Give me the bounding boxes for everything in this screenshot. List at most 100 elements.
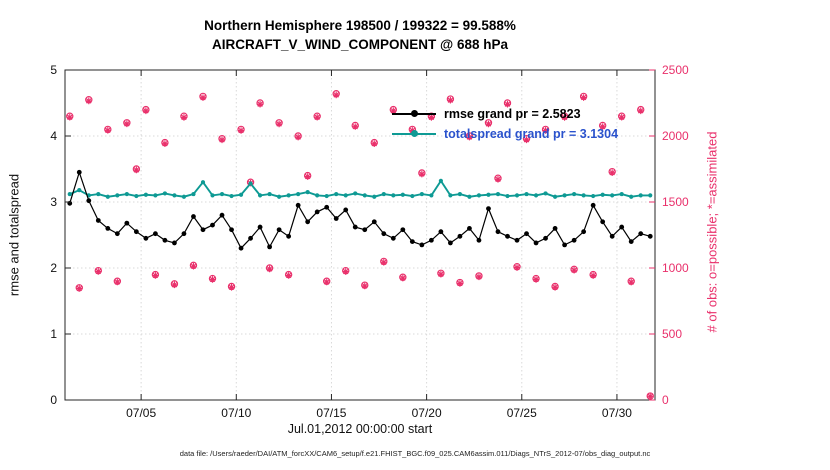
rmse-point: [124, 220, 130, 226]
rmse-point: [114, 231, 120, 237]
obs-assimilated-marker: [456, 280, 464, 287]
totalspread-point: [629, 194, 634, 199]
rmse-point: [133, 229, 139, 235]
obs-assimilated-marker: [66, 113, 74, 121]
totalspread-point: [248, 181, 253, 186]
obs-assimilated-marker: [95, 268, 102, 275]
rmse-point: [200, 227, 206, 233]
totalspread-point: [210, 193, 215, 198]
rmse-point: [86, 198, 92, 204]
obs-assimilated-marker: [123, 120, 131, 128]
obs-assimilated-marker: [627, 278, 635, 286]
obs-assimilated-marker: [570, 266, 578, 274]
x-axis-label: Jul.01,2012 00:00:00 start: [287, 422, 433, 436]
totalspread-point: [533, 193, 539, 198]
obs-assimilated-marker: [190, 262, 197, 270]
obs-assimilated-marker: [209, 276, 216, 283]
obs-assimilated-marker: [637, 107, 645, 115]
x-tick-label: 07/25: [507, 406, 537, 420]
rmse-point: [495, 229, 501, 235]
rmse-point: [352, 224, 358, 230]
rmse-point: [286, 233, 292, 239]
chart-title-line2: AIRCRAFT_V_WIND_COMPONENT @ 688 hPa: [212, 37, 508, 52]
obs-assimilated-marker: [646, 393, 654, 400]
totalspread-point: [191, 191, 196, 197]
rmse-point: [219, 212, 225, 218]
obs-assimilated-marker: [218, 136, 226, 144]
obs-assimilated-marker: [304, 173, 311, 180]
obs-assimilated-marker: [504, 100, 511, 108]
rmse-point: [514, 237, 520, 243]
totalspread-point: [486, 192, 491, 197]
obs-assimilated-marker: [532, 276, 540, 283]
obs-assimilated-marker: [351, 123, 359, 130]
totalspread-point: [381, 191, 386, 197]
obs-assimilated-marker: [418, 170, 426, 178]
rmse-point: [257, 224, 263, 230]
totalspread-point: [372, 194, 377, 199]
rmse-point: [238, 245, 244, 251]
chart-title: Northern Hemisphere 198500 / 199322 = 99…: [65, 16, 655, 54]
obs-assimilated-marker: [608, 169, 616, 176]
totalspread-point: [572, 191, 577, 197]
rmse-point: [524, 231, 529, 237]
totalspread-point: [67, 191, 72, 197]
totalspread-point: [315, 193, 320, 198]
rmse-point: [552, 226, 558, 231]
totalspread-point: [581, 193, 586, 198]
obs-assimilated-marker: [618, 113, 625, 121]
rmse-line: [69, 170, 651, 250]
rmse-point: [105, 226, 111, 231]
y-left-tick-label: 2: [50, 261, 57, 275]
totalspread-point: [505, 193, 510, 199]
obs-assimilated-marker: [171, 281, 178, 289]
totalspread-point: [638, 193, 643, 198]
rmse-point: [600, 219, 606, 225]
rmse-point: [486, 206, 491, 212]
totalspread-point: [105, 194, 110, 199]
obs-assimilated-marker: [180, 114, 188, 121]
rmse-point: [619, 224, 625, 230]
obs-assimilated-marker: [370, 140, 378, 147]
totalspread-point: [153, 193, 158, 198]
rmse-point: [371, 219, 377, 225]
obs-assimilated-marker: [428, 114, 435, 121]
totalspread-point: [400, 192, 405, 197]
rmse-point: [390, 235, 396, 241]
obs-assimilated-marker: [494, 175, 502, 183]
y-left-tick-label: 3: [50, 195, 57, 209]
obs-assimilated-marker: [523, 136, 530, 144]
rmse-point: [571, 237, 577, 243]
rmse-marker-swatch: [411, 110, 418, 117]
obs-assimilated-marker: [437, 270, 445, 278]
obs-assimilated-marker: [466, 133, 473, 141]
obs-assimilated-marker: [561, 114, 568, 121]
rmse-point: [362, 227, 368, 233]
y-left-tick-label: 0: [50, 393, 57, 407]
legend: rmse grand pr = 2.5823 totalspread grand…: [392, 104, 618, 144]
totalspread-point: [457, 191, 463, 197]
obs-assimilated-marker: [294, 133, 302, 141]
obs-assimilated-marker: [475, 273, 483, 281]
rmse-point: [191, 214, 196, 219]
rmse-point: [95, 218, 101, 223]
rmse-point: [476, 237, 482, 243]
totalspread-point: [353, 191, 358, 196]
obs-assimilated-marker: [580, 94, 587, 101]
obs-assimilated-marker: [152, 272, 159, 279]
rmse-point: [400, 227, 406, 233]
rmse-point: [562, 242, 567, 248]
rmse-point: [533, 240, 539, 246]
rmse-point: [76, 169, 82, 175]
obs-assimilated-marker: [228, 283, 235, 291]
rmse-point: [295, 202, 301, 208]
left-axis-label: rmse and totalspread: [6, 173, 22, 297]
rmse-point: [314, 209, 320, 215]
x-tick-label: 07/05: [126, 406, 156, 420]
obs-assimilated-marker: [142, 107, 150, 115]
x-tick-label: 07/10: [221, 406, 251, 420]
rmse-point: [590, 202, 596, 208]
rmse-point: [505, 233, 510, 239]
